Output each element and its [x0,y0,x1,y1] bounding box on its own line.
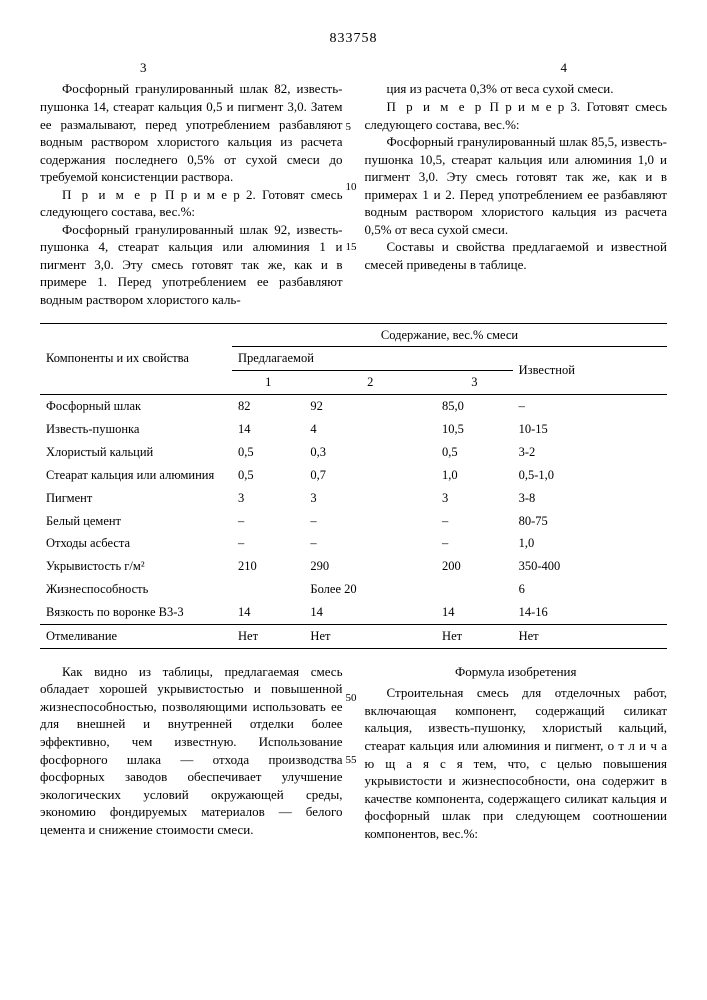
page-numbers: 3 4 [40,59,667,77]
table-row: Отходы асбеста–––1,0 [40,532,667,555]
body-para: Как видно из таблицы, предлагаемая смесь… [40,663,343,838]
table-cell: 14-16 [513,601,667,624]
table-cell: 3 [232,487,304,510]
body-para: Составы и свойства предлагаемой и извест… [365,238,668,273]
table-cell: 14 [232,418,304,441]
lower-text-columns: 50 55 Как видно из таблицы, предлагаемая… [40,663,667,842]
table-cell: 1,0 [436,464,513,487]
table-cell: 0,5 [436,441,513,464]
table-cell: – [304,532,436,555]
table-cell: 3-2 [513,441,667,464]
table-cell: – [436,532,513,555]
table-cell: 82 [232,395,304,418]
table-cell: 0,7 [304,464,436,487]
table-cell: 0,5 [232,441,304,464]
table-cell: 0,5-1,0 [513,464,667,487]
table-cell: Вязкость по воронке В3-3 [40,601,232,624]
col-header-components: Компоненты и их свойства [40,323,232,395]
table-row: Пигмент3333-8 [40,487,667,510]
table-row: Вязкость по воронке В3-314141414-16 [40,601,667,624]
table-cell: – [513,395,667,418]
table-cell: 80-75 [513,510,667,533]
table-cell: 4 [304,418,436,441]
table-row: Известь-пушонка14410,510-15 [40,418,667,441]
table-cell: – [232,510,304,533]
table-cell: – [304,510,436,533]
table-cell: Жизнеспособность [40,578,232,601]
table-cell: 0,5 [232,464,304,487]
table-cell: 10,5 [436,418,513,441]
col-header-proposed: Предлагаемой [232,347,513,371]
col-header-known: Известной [513,347,667,395]
table-cell: 3 [436,487,513,510]
table-cell [436,578,513,601]
formula-title: Формула изобретения [365,663,668,681]
body-para: П р и м е р П р и м е р 2. Готовят смесь… [40,186,343,221]
table-body: Фосфорный шлак829285,0–Известь-пушонка14… [40,395,667,649]
table-cell: Хлористый кальций [40,441,232,464]
table-cell: Более 20 [304,578,436,601]
table-row: Белый цемент–––80-75 [40,510,667,533]
table-cell: 200 [436,555,513,578]
table-cell: Стеарат кальция или алюминия [40,464,232,487]
table-cell: Отходы асбеста [40,532,232,555]
table-cell: 10-15 [513,418,667,441]
table-cell: Отмеливание [40,624,232,648]
table-cell: Фосфорный шлак [40,395,232,418]
line-mark: 10 [346,180,357,195]
col-sub-3: 3 [436,371,513,395]
table-row: Хлористый кальций0,50,30,53-2 [40,441,667,464]
table-cell: Нет [304,624,436,648]
col-header-group: Содержание, вес.% смеси [232,323,667,347]
table-cell: 290 [304,555,436,578]
body-para: П р и м е р П р и м е р 3. Готовят смесь… [365,98,668,133]
table-cell: 14 [304,601,436,624]
table-cell: 350-400 [513,555,667,578]
table-row: Стеарат кальция или алюминия0,50,71,00,5… [40,464,667,487]
body-para: Строительная смесь для отделочных работ,… [365,684,668,842]
col-sub-2: 2 [304,371,436,395]
col-sub-1: 1 [232,371,304,395]
upper-text-columns: 5 10 15 Фосфорный гранулированный шлак 8… [40,80,667,308]
table-cell: – [436,510,513,533]
table-cell: 14 [232,601,304,624]
table-cell: 210 [232,555,304,578]
example-label: П р и м е р [62,187,159,202]
table-cell: Нет [436,624,513,648]
table-cell: 1,0 [513,532,667,555]
line-mark: 55 [346,753,357,768]
table-row: Фосфорный шлак829285,0– [40,395,667,418]
table-row: Жизнеспособность Более 20 6 [40,578,667,601]
table-cell: – [232,532,304,555]
table-cell: 3 [304,487,436,510]
table-cell: 92 [304,395,436,418]
table-cell: Укрывистость г/м² [40,555,232,578]
page-num-right: 4 [561,59,568,77]
table-row: ОтмеливаниеНетНетНетНет [40,624,667,648]
table-row: Укрывистость г/м²210290200350-400 [40,555,667,578]
body-para: Фосфорный гранулированный шлак 92, извес… [40,221,343,309]
body-para: Фосфорный гранулированный шлак 82, извес… [40,80,343,185]
table-cell: Пигмент [40,487,232,510]
table-cell: 6 [513,578,667,601]
patent-number: 833758 [40,30,667,49]
composition-table: Компоненты и их свойства Содержание, вес… [40,323,667,649]
table-cell: 14 [436,601,513,624]
body-para: Фосфорный гранулированный шлак 85,5, изв… [365,133,668,238]
line-mark: 5 [346,120,352,135]
example-label: П р и м е р [387,99,484,114]
table-cell: 3-8 [513,487,667,510]
table-cell: Нет [232,624,304,648]
table-cell: 0,3 [304,441,436,464]
line-mark: 50 [346,691,357,706]
table-cell: 85,0 [436,395,513,418]
table-cell: Нет [513,624,667,648]
table-cell: Белый цемент [40,510,232,533]
table-cell [232,578,304,601]
line-mark: 15 [346,240,357,255]
body-para: ция из расчета 0,3% от веса сухой смеси. [365,80,668,98]
table-cell: Известь-пушонка [40,418,232,441]
page-num-left: 3 [140,59,147,77]
